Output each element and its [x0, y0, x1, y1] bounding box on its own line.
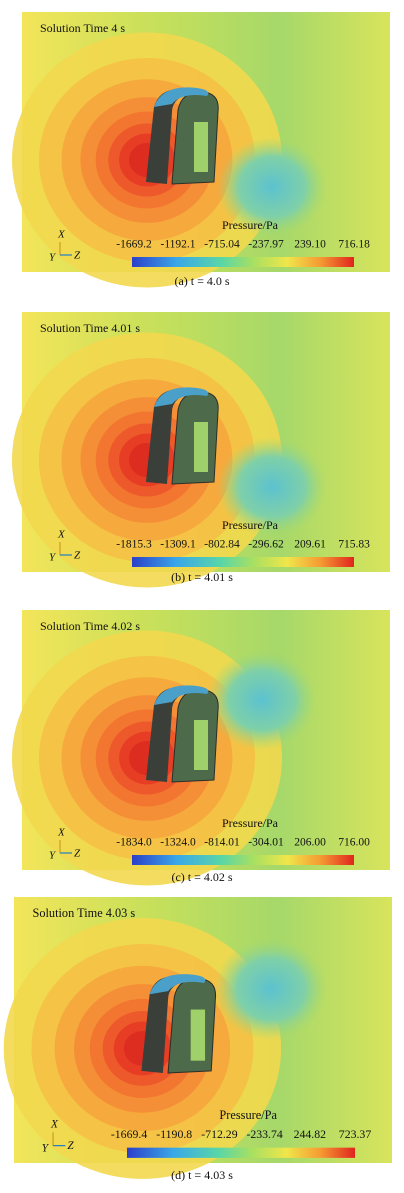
solution-time: Solution Time 4.01 s: [40, 321, 140, 335]
caption: (b) t = 4.01 s: [171, 570, 233, 584]
axis-label-x: X: [57, 529, 66, 541]
panel: Solution Time 4 s Pressure/Pa -1669.2 -1192…: [12, 12, 404, 288]
low-pressure-region: [207, 650, 317, 750]
low-pressure-region: [217, 437, 327, 537]
axis-label-z: Z: [74, 250, 81, 262]
colorbar-tick-label: 206.00: [294, 837, 326, 849]
axis-label-y: Y: [49, 252, 57, 264]
colorbar-tick-label: -304.01: [248, 837, 284, 849]
axis-label-y: Y: [49, 552, 57, 564]
window: [194, 122, 208, 172]
colorbar-tick-label: 209.61: [294, 539, 326, 551]
window: [190, 1009, 206, 1061]
axis-label-x: X: [57, 229, 66, 241]
legend-title: Pressure/Pa: [222, 218, 279, 232]
roof: [154, 87, 209, 107]
colorbar-tick-label: -1815.3: [116, 539, 152, 551]
vehicle-body: [146, 89, 194, 184]
axis-label-x: X: [57, 827, 66, 839]
colorbar-tick-label: -814.01: [204, 837, 240, 849]
caption: (c) t = 4.02 s: [171, 870, 232, 884]
colorbar-tick-label: -233.74: [246, 1128, 282, 1141]
colorbar-tick-label: 716.18: [338, 239, 370, 251]
window: [194, 720, 208, 770]
colorbar-tick-label: 723.37: [339, 1128, 372, 1141]
roof: [154, 685, 209, 705]
mask-right: [390, 610, 404, 870]
axis-label-z: Z: [67, 1140, 74, 1152]
colorbar-tick-label: -715.04: [204, 239, 240, 251]
panel: Solution Time 4.01 s Pressure/Pa -1815.3 -1…: [12, 312, 404, 588]
mask-right: [392, 897, 404, 1163]
vehicle-body: [141, 976, 191, 1073]
colorbar-tick-label: -802.84: [204, 539, 240, 551]
colorbar-tick-label: -237.97: [248, 239, 284, 251]
axis-label-y: Y: [42, 1142, 50, 1154]
colorbar-tick-label: 715.83: [338, 539, 370, 551]
colorbar-tick-label: -1834.0: [116, 837, 152, 849]
colorbar-tick-label: -1669.2: [116, 239, 152, 251]
caption: (d) t = 4.03 s: [171, 1168, 233, 1182]
legend-title: Pressure/Pa: [222, 816, 279, 830]
colorbar: [132, 855, 354, 865]
colorbar-tick-label: -296.62: [248, 539, 284, 551]
vehicle-body: [146, 389, 194, 484]
mask-right: [390, 12, 404, 272]
colorbar-tick-label: -1192.1: [160, 239, 195, 251]
colorbar: [126, 1147, 356, 1158]
colorbar-tick-label: -1309.1: [160, 539, 196, 551]
roof: [149, 974, 206, 995]
colorbar-tick-label: -712.29: [201, 1128, 237, 1141]
axis-label-z: Z: [74, 848, 81, 860]
solution-time: Solution Time 4.02 s: [40, 619, 140, 633]
mask-right: [390, 312, 404, 572]
caption: (a) t = 4.0 s: [174, 274, 229, 288]
panel: Solution Time 4.02 s Pressure/Pa -1834.0 -1…: [12, 610, 404, 886]
colorbar-tick-label: 239.10: [294, 239, 326, 251]
colorbar: [132, 257, 354, 267]
axis-label-y: Y: [49, 850, 57, 862]
axis-label-x: X: [50, 1119, 59, 1131]
colorbar-tick-label: -1669.4: [111, 1128, 147, 1141]
legend-title: Pressure/Pa: [219, 1108, 277, 1122]
colorbar-tick-label: -1324.0: [160, 837, 196, 849]
window: [194, 422, 208, 472]
legend-title: Pressure/Pa: [222, 518, 279, 532]
colorbar-tick-label: 244.82: [294, 1128, 327, 1141]
vehicle-body: [146, 687, 194, 782]
roof: [154, 387, 209, 407]
solution-time: Solution Time 4.03 s: [32, 906, 135, 920]
panel: Solution Time 4.03 s Pressure/Pa -1669.4 -1…: [3, 897, 404, 1179]
low-pressure-region: [214, 937, 328, 1041]
colorbar-tick-label: -1190.8: [156, 1128, 192, 1141]
axis-label-z: Z: [74, 550, 81, 562]
low-pressure-region: [217, 137, 327, 237]
solution-time: Solution Time 4 s: [40, 21, 125, 35]
colorbar-tick-label: 716.00: [338, 837, 370, 849]
colorbar: [132, 557, 354, 567]
